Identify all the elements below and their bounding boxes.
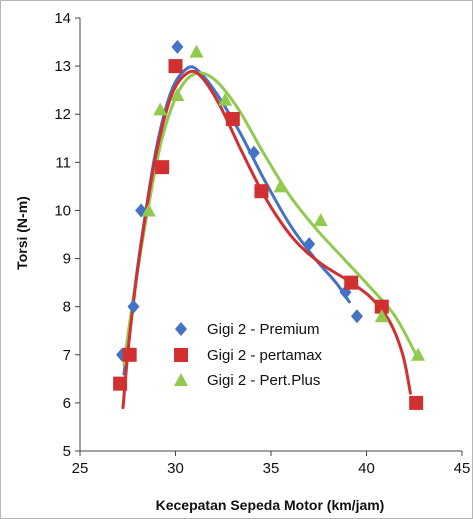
y-tick-label: 8 [63,299,71,316]
y-tick-label: 5 [63,443,71,460]
legend-marker-triangle [174,373,188,386]
data-point-triangle [411,347,426,361]
data-point-square [155,160,170,175]
y-tick-label: 14 [54,10,71,27]
data-point-triangle [153,102,168,116]
axes: 5 6 7 8 9 10 11 12 13 14 25 30 35 40 45 [54,10,470,477]
legend-label: Gigi 2 - Premium [207,321,320,338]
data-point-triangle [313,213,328,227]
data-point-diamond [171,39,184,54]
data-point-triangle [189,44,204,58]
y-tick-label: 6 [63,395,71,412]
legend-label: Gigi 2 - Pert.Plus [207,372,320,389]
y-tick-label: 12 [54,106,71,123]
y-tick-label: 7 [63,347,71,364]
data-point-triangle [170,87,185,101]
data-point-diamond [127,299,140,314]
data-point-square [374,299,389,314]
data-point-square [122,347,137,362]
data-point-square [344,275,359,290]
data-point-square [254,184,269,199]
data-point-diamond [116,347,129,362]
x-tick-label: 45 [454,460,471,477]
data-point-diamond [247,145,260,160]
legend-marker-square [174,348,188,362]
legend: Gigi 2 - Premium Gigi 2 - pertamax Gigi 2 … [174,321,323,389]
y-tick-label: 9 [63,251,71,268]
legend-label: Gigi 2 - pertamax [207,347,323,364]
data-point-triangle [273,179,288,193]
data-point-triangle [218,92,233,106]
data-point-diamond [350,309,363,324]
x-tick-label: 35 [263,460,280,477]
data-point-square [409,395,424,410]
y-axis-title: Torsi (N-m) [14,196,30,270]
data-point-square [225,112,240,127]
x-tick-label: 40 [358,460,375,477]
data-point-square [168,59,183,74]
y-tick-label: 10 [54,202,71,219]
data-point-diamond [303,237,316,252]
y-tick-label: 11 [55,154,71,171]
x-tick-label: 30 [167,460,184,477]
x-axis-title: Kecepatan Sepeda Motor (km/jam) [156,497,385,513]
data-point-square [113,376,128,391]
data-point-triangle [141,203,156,217]
legend-marker-diamond [175,322,187,336]
x-tick-label: 25 [72,460,89,477]
data-markers [113,39,426,410]
data-point-triangle [374,309,389,323]
y-tick-label: 13 [54,58,71,75]
